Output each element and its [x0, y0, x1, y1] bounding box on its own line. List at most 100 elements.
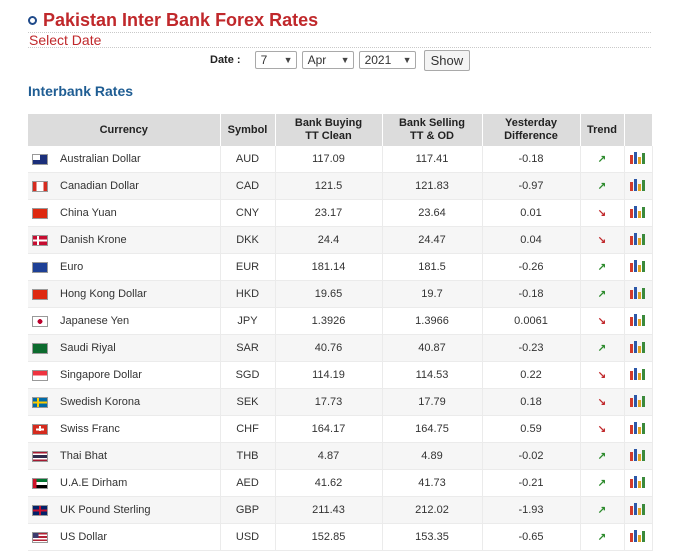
bar-chart-icon[interactable] — [629, 394, 647, 407]
day-select[interactable]: 7 ▼ — [254, 51, 297, 69]
bar-chart-icon[interactable] — [629, 205, 647, 218]
difference-cell: 0.22 — [482, 361, 581, 389]
flag-ca-icon — [32, 180, 48, 192]
table-row: Saudi Riyal SAR 40.76 40.87 -0.23 ↗ — [28, 334, 653, 362]
table-row: Hong Kong Dollar HKD 19.65 19.7 -0.18 ↗ — [28, 280, 653, 308]
trend-cell: ↗ — [580, 334, 625, 362]
month-select[interactable]: Apr ▼ — [301, 51, 354, 69]
header-trend: Trend — [580, 114, 625, 146]
bar-chart-icon[interactable] — [629, 448, 647, 461]
buying-cell: 24.4 — [275, 226, 383, 254]
selling-cell: 4.89 — [382, 442, 483, 470]
chart-cell — [624, 199, 653, 227]
chart-cell — [624, 172, 653, 200]
chart-cell — [624, 334, 653, 362]
currency-wrap: UK Pound Sterling — [28, 504, 220, 516]
trend-cell: ↘ — [580, 388, 625, 416]
day-select-value: 7 — [260, 53, 268, 67]
buying-cell: 17.73 — [275, 388, 383, 416]
difference-cell: -0.26 — [482, 253, 581, 281]
chart-cell — [624, 496, 653, 524]
bar-chart-icon[interactable] — [629, 232, 647, 245]
bar-chart-icon[interactable] — [629, 529, 647, 542]
flag-th-icon — [32, 450, 48, 462]
chart-cell — [624, 307, 653, 335]
date-label: Date : — [210, 54, 241, 66]
year-select[interactable]: 2021 ▼ — [358, 51, 416, 69]
currency-cell: U.A.E Dirham — [28, 469, 221, 497]
buying-cell: 121.5 — [275, 172, 383, 200]
flag-sg-icon — [32, 369, 48, 381]
bar-chart-icon[interactable] — [629, 286, 647, 299]
bar-chart-icon[interactable] — [629, 421, 647, 434]
currency-wrap: Thai Bhat — [28, 450, 220, 462]
currency-wrap: Saudi Riyal — [28, 342, 220, 354]
flag-gb-icon — [32, 504, 48, 516]
bar-chart-icon[interactable] — [629, 475, 647, 488]
bar-chart-icon[interactable] — [629, 340, 647, 353]
buying-cell: 211.43 — [275, 496, 383, 524]
chart-cell — [624, 146, 653, 173]
flag-ae-icon — [32, 477, 48, 489]
table-row: Swiss Franc CHF 164.17 164.75 0.59 ↘ — [28, 415, 653, 443]
currency-name: US Dollar — [60, 531, 108, 543]
table-row: Swedish Korona SEK 17.73 17.79 0.18 ↘ — [28, 388, 653, 416]
chevron-down-icon: ▼ — [402, 55, 412, 65]
trend-cell: ↘ — [580, 226, 625, 254]
currency-cell: Australian Dollar — [28, 146, 221, 173]
currency-name: Japanese Yen — [60, 315, 130, 327]
trend-up-arrow-icon: ↗ — [597, 505, 607, 516]
table-row: Australian Dollar AUD 117.09 117.41 -0.18 ↗ — [28, 146, 653, 173]
buying-cell: 164.17 — [275, 415, 383, 443]
currency-name: UK Pound Sterling — [60, 504, 151, 516]
header-chart — [624, 114, 653, 146]
trend-up-arrow-icon: ↗ — [597, 262, 607, 273]
selling-cell: 117.41 — [382, 146, 483, 173]
trend-up-arrow-icon: ↗ — [597, 451, 607, 462]
table-row: Canadian Dollar CAD 121.5 121.83 -0.97 ↗ — [28, 172, 653, 200]
currency-wrap: Danish Krone — [28, 234, 220, 246]
selling-cell: 121.83 — [382, 172, 483, 200]
currency-wrap: Canadian Dollar — [28, 180, 220, 192]
difference-cell: 0.01 — [482, 199, 581, 227]
currency-name: Thai Bhat — [60, 450, 108, 462]
chart-cell — [624, 442, 653, 470]
flag-hk-icon — [32, 288, 48, 300]
trend-cell: ↗ — [580, 442, 625, 470]
currency-cell: UK Pound Sterling — [28, 496, 221, 524]
selling-cell: 1.3966 — [382, 307, 483, 335]
bar-chart-icon[interactable] — [629, 259, 647, 272]
bar-chart-icon[interactable] — [629, 502, 647, 515]
page-title: Pakistan Inter Bank Forex Rates — [43, 9, 319, 30]
buying-cell: 19.65 — [275, 280, 383, 308]
chevron-down-icon: ▼ — [340, 55, 350, 65]
header-selling-line1: Bank Selling — [398, 117, 466, 129]
currency-name: Hong Kong Dollar — [60, 288, 147, 300]
chevron-down-icon: ▼ — [283, 55, 293, 65]
difference-cell: 0.04 — [482, 226, 581, 254]
flag-us-icon — [32, 531, 48, 543]
currency-cell: Saudi Riyal — [28, 334, 221, 362]
currency-cell: Canadian Dollar — [28, 172, 221, 200]
bar-chart-icon[interactable] — [629, 151, 647, 164]
currency-wrap: Swiss Franc — [28, 423, 220, 435]
bar-chart-icon[interactable] — [629, 367, 647, 380]
date-picker: Date : 7 ▼ Apr ▼ 2021 ▼ Show — [210, 49, 471, 71]
buying-cell: 40.76 — [275, 334, 383, 362]
selling-cell: 40.87 — [382, 334, 483, 362]
chart-cell — [624, 253, 653, 281]
currency-name: Danish Krone — [60, 234, 127, 246]
flag-dk-icon — [32, 234, 48, 246]
difference-cell: -0.21 — [482, 469, 581, 497]
bar-chart-icon[interactable] — [629, 178, 647, 191]
selling-cell: 114.53 — [382, 361, 483, 389]
currency-cell: Swiss Franc — [28, 415, 221, 443]
selling-cell: 212.02 — [382, 496, 483, 524]
show-button[interactable]: Show — [423, 49, 471, 71]
bar-chart-icon[interactable] — [629, 313, 647, 326]
table-row: Danish Krone DKK 24.4 24.47 0.04 ↘ — [28, 226, 653, 254]
trend-down-arrow-icon: ↘ — [597, 235, 607, 246]
buying-cell: 1.3926 — [275, 307, 383, 335]
currency-wrap: US Dollar — [28, 531, 220, 543]
currency-wrap: Swedish Korona — [28, 396, 220, 408]
